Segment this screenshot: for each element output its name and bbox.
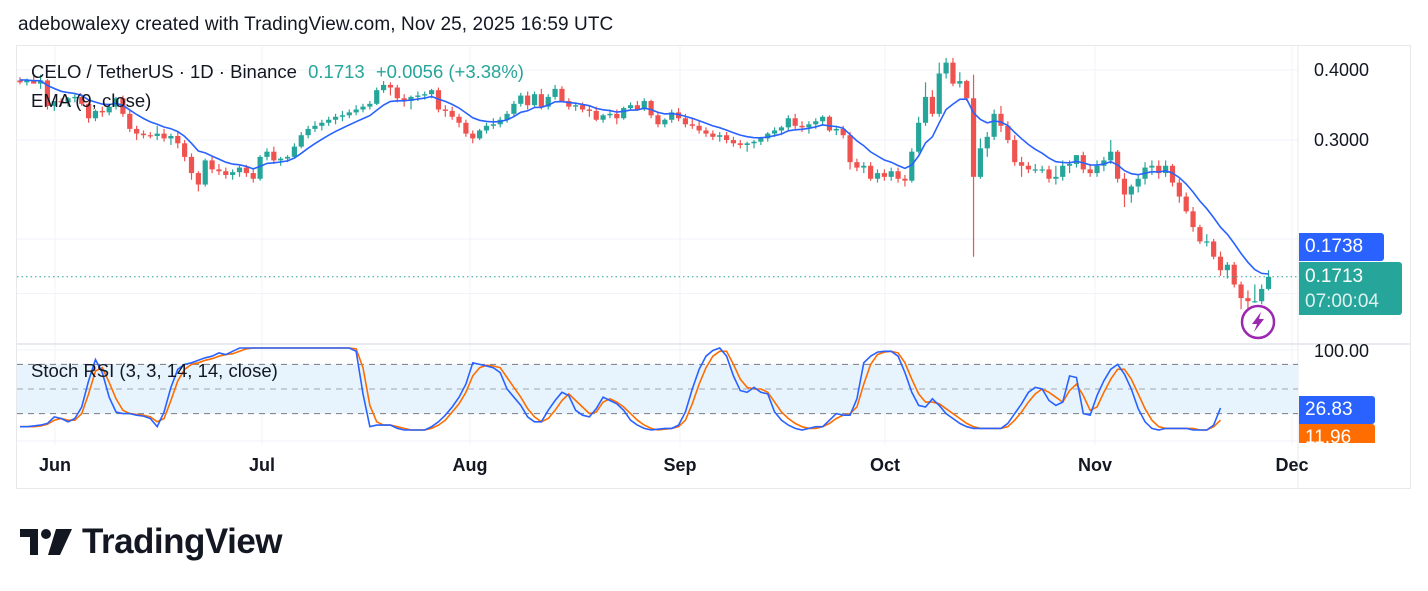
time-axis-label-sep: Sep xyxy=(663,455,697,475)
stoch-d-line xyxy=(20,347,1222,431)
lightning-icon[interactable] xyxy=(1240,304,1276,340)
last-price-tag-value: 0.1713 xyxy=(1305,266,1364,287)
time-axis-label-nov: Nov xyxy=(1077,455,1113,475)
time-axis-label-jul: Jul xyxy=(248,455,276,475)
stoch-k-line xyxy=(20,347,1222,431)
time-axis-label-dec: Dec xyxy=(1275,455,1309,475)
symbol-name: CELO / TetherUS · 1D · Binance xyxy=(31,61,297,82)
tradingview-logo[interactable]: TradingView xyxy=(20,522,283,562)
bar-countdown: 07:00:04 xyxy=(1305,291,1379,312)
price-axis-label-0.3: 0.3000 xyxy=(1314,130,1370,150)
ema-legend[interactable]: EMA (9, close) xyxy=(31,90,152,111)
stoch-rsi-legend[interactable]: Stoch RSI (3, 3, 14, 14, close) xyxy=(31,360,278,381)
tradingview-logo-icon xyxy=(20,529,72,555)
time-axis-label-jun: Jun xyxy=(38,455,72,475)
last-price: 0.1713 xyxy=(308,61,365,82)
chart-frame xyxy=(16,45,1411,489)
price-change: +0.0056 (+3.38%) xyxy=(375,61,524,82)
symbol-legend[interactable]: CELO / TetherUS · 1D · Binance 0.1713 +0… xyxy=(31,61,524,83)
tradingview-logo-text: TradingView xyxy=(82,522,283,561)
time-axis-label-aug: Aug xyxy=(452,455,488,475)
price-axis-label-0.4: 0.4000 xyxy=(1314,60,1370,80)
time-axis-label-oct: Oct xyxy=(869,455,901,475)
stoch-rsi-lines xyxy=(20,347,1222,431)
candlestick-series xyxy=(17,57,1272,315)
stoch-k-value-tag: 26.83 xyxy=(1299,396,1375,424)
ema-line xyxy=(19,79,1269,275)
last-price-tag: 0.1713 07:00:04 xyxy=(1299,262,1402,315)
ema-value-tag: 0.1738 xyxy=(1299,233,1384,261)
grid-lines xyxy=(17,46,1410,488)
stoch-axis-label-100: 100.00 xyxy=(1314,341,1370,357)
chart-attribution: adebowalexy created with TradingView.com… xyxy=(18,14,614,35)
stoch-d-value-tag: 11.96 xyxy=(1299,424,1375,443)
